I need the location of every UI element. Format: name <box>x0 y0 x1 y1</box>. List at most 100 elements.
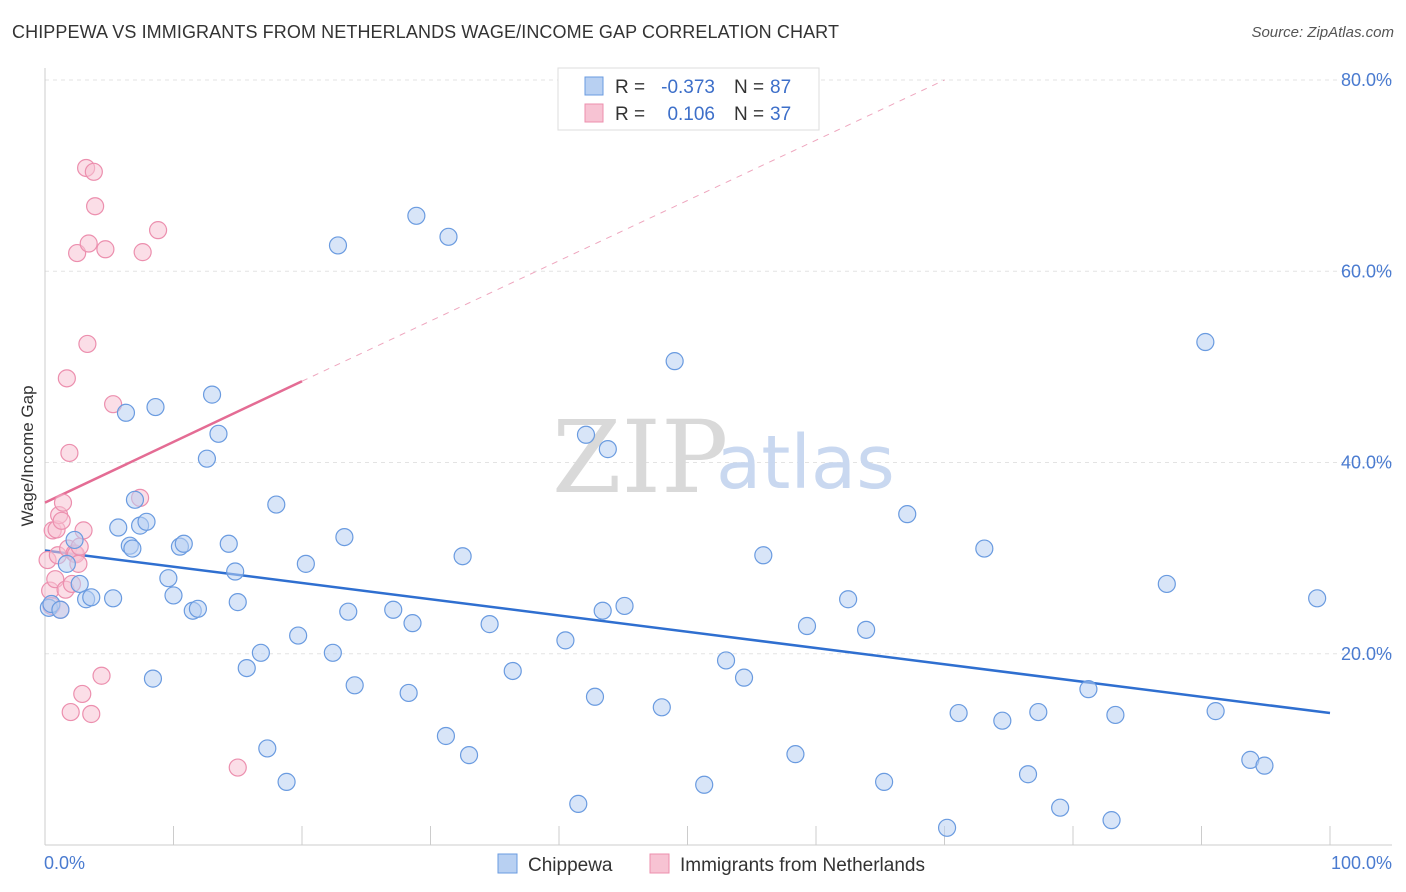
point-chippewa-41 <box>345 676 364 695</box>
legend-swatch-chippewa <box>584 76 604 96</box>
point-chippewa-83 <box>1206 702 1225 721</box>
legend-bottom-label-netherlands: Immigrants from Netherlands <box>680 855 925 876</box>
point-chippewa-54 <box>576 425 596 444</box>
legend-bottom: Chippewa Immigrants from Netherlands <box>497 853 925 876</box>
point-chippewa-51 <box>503 661 522 681</box>
point-netherlands-30 <box>92 666 111 685</box>
point-chippewa-8 <box>104 589 123 608</box>
point-netherlands-36 <box>228 758 247 777</box>
point-chippewa-65 <box>786 745 805 764</box>
legend-bottom-swatch-chippewa <box>497 853 518 874</box>
point-netherlands-29 <box>86 197 105 216</box>
point-netherlands-10 <box>53 493 73 512</box>
point-netherlands-31 <box>96 240 115 259</box>
y-tick-labels: 20.0% 40.0% 60.0% 80.0% <box>1341 70 1392 664</box>
point-chippewa-45 <box>407 206 426 225</box>
point-chippewa-34 <box>277 772 296 791</box>
point-netherlands-34 <box>133 243 152 262</box>
point-chippewa-38 <box>328 236 348 255</box>
axes <box>44 68 1392 846</box>
point-chippewa-77 <box>1051 798 1070 817</box>
point-chippewa-53 <box>569 794 588 813</box>
y-tick-label-40: 40.0% <box>1341 453 1392 473</box>
point-chippewa-43 <box>399 683 418 703</box>
point-chippewa-52 <box>556 631 575 650</box>
legend-bottom-label-chippewa: Chippewa <box>528 855 613 876</box>
point-chippewa-21 <box>174 534 193 553</box>
point-chippewa-61 <box>695 775 714 794</box>
point-chippewa-16 <box>143 669 163 688</box>
legend-top: R = -0.373 N = 87 R = 0.106 N = 37 <box>557 67 820 131</box>
point-chippewa-25 <box>202 385 222 404</box>
point-chippewa-44 <box>403 614 422 633</box>
legend-r-value-1: -0.373 <box>661 77 715 98</box>
legend-n-value-2: 37 <box>770 104 791 125</box>
watermark: ZIP atlas <box>552 399 895 516</box>
point-chippewa-12 <box>123 539 142 558</box>
point-chippewa-57 <box>598 440 617 459</box>
point-chippewa-33 <box>267 495 286 514</box>
point-netherlands-14 <box>60 443 79 463</box>
point-chippewa-31 <box>251 643 270 662</box>
y-tick-label-20: 20.0% <box>1341 644 1392 664</box>
point-chippewa-28 <box>226 562 245 581</box>
point-chippewa-62 <box>716 651 736 670</box>
point-chippewa-48 <box>453 547 472 566</box>
point-chippewa-80 <box>1106 705 1125 725</box>
legend-swatch-netherlands <box>584 103 604 123</box>
point-netherlands-26 <box>79 234 98 253</box>
point-chippewa-79 <box>1102 811 1121 830</box>
series-netherlands-points <box>38 158 247 777</box>
point-netherlands-35 <box>148 221 168 240</box>
point-netherlands-9 <box>52 511 71 530</box>
point-chippewa-5 <box>70 574 89 594</box>
point-chippewa-74 <box>993 711 1012 730</box>
point-netherlands-27 <box>82 704 101 724</box>
series-chippewa-points <box>39 206 1327 837</box>
point-chippewa-24 <box>197 449 217 468</box>
point-chippewa-4 <box>65 530 84 550</box>
trend-line-netherlands <box>44 380 303 504</box>
chart-title: CHIPPEWA VS IMMIGRANTS FROM NETHERLANDS … <box>12 22 840 42</box>
point-chippewa-9 <box>109 518 128 537</box>
legend-r-label-2: R = <box>615 104 645 125</box>
point-chippewa-18 <box>159 569 178 588</box>
y-axis-label: Wage/Income Gap <box>18 385 37 526</box>
y-tick-label-60: 60.0% <box>1341 261 1392 281</box>
grid-lines <box>45 79 1392 655</box>
point-chippewa-10 <box>116 403 136 422</box>
point-chippewa-70 <box>898 505 917 524</box>
legend-n-value-1: 87 <box>770 77 791 98</box>
point-chippewa-55 <box>585 687 605 706</box>
point-chippewa-30 <box>237 658 256 678</box>
point-chippewa-27 <box>219 534 238 553</box>
point-chippewa-29 <box>228 593 247 612</box>
point-chippewa-40 <box>339 602 358 621</box>
point-chippewa-59 <box>652 698 671 717</box>
point-chippewa-56 <box>593 601 612 620</box>
legend-n-label-2: N = <box>734 104 764 125</box>
point-chippewa-15 <box>137 512 156 531</box>
point-chippewa-39 <box>335 527 354 547</box>
point-chippewa-76 <box>1029 702 1048 722</box>
point-chippewa-67 <box>839 590 858 609</box>
point-chippewa-46 <box>436 726 456 746</box>
point-chippewa-35 <box>289 626 308 645</box>
point-chippewa-85 <box>1255 756 1274 775</box>
point-chippewa-32 <box>258 739 277 758</box>
point-chippewa-75 <box>1018 765 1038 784</box>
point-chippewa-64 <box>754 546 773 565</box>
point-chippewa-66 <box>797 616 817 636</box>
point-chippewa-78 <box>1079 680 1098 699</box>
x-tick-label-max: 100.0% <box>1331 853 1392 873</box>
point-chippewa-68 <box>857 620 876 639</box>
point-chippewa-81 <box>1157 574 1176 594</box>
x-ticks <box>44 826 1331 845</box>
point-chippewa-13 <box>125 490 145 509</box>
watermark-zip: ZIP <box>552 399 728 516</box>
point-chippewa-49 <box>459 746 479 765</box>
point-netherlands-28 <box>84 162 103 181</box>
point-netherlands-12 <box>57 369 76 388</box>
point-chippewa-58 <box>615 596 634 616</box>
point-netherlands-22 <box>73 684 92 704</box>
